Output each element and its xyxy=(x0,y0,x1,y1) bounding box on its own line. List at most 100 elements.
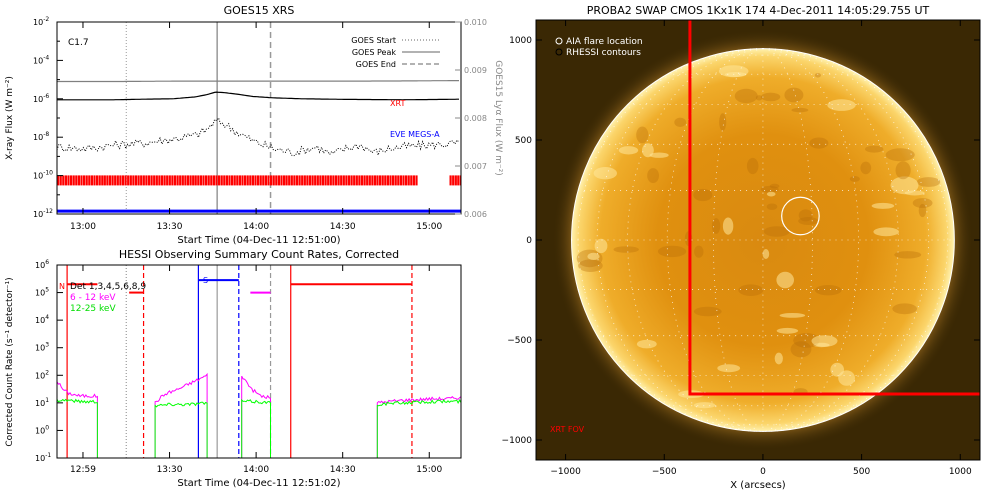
hessi-x-axis-label: Start Time (04-Dec-11 12:51:02) xyxy=(177,478,340,489)
rhessi-legend-label: RHESSI contours xyxy=(566,48,641,58)
xrt-coverage-tick xyxy=(392,175,395,186)
hessi-y-tick-exponent: -1 xyxy=(45,452,51,459)
swap-x-axis-label: X (arcsecs) xyxy=(730,480,786,491)
bright-region xyxy=(776,271,794,289)
dark-region xyxy=(636,126,649,144)
dark-region xyxy=(613,246,639,253)
xrt-coverage-tick xyxy=(251,175,254,186)
xrt-coverage-tick xyxy=(108,175,112,186)
xrt-coverage-tick xyxy=(283,175,286,186)
bright-region xyxy=(774,352,783,365)
xrt-coverage-tick xyxy=(389,175,392,186)
xrt-coverage-tick xyxy=(267,175,270,186)
goes-legend-label: GOES Peak xyxy=(352,48,397,57)
xrt-coverage-tick xyxy=(353,175,356,186)
xrt-coverage-tick xyxy=(306,175,309,186)
goes-x-tick-label: 13:30 xyxy=(157,222,183,232)
xrt-coverage-tick xyxy=(379,175,382,186)
goes-legend-label: GOES Start xyxy=(351,36,396,45)
swap-x-tick-label: −1000 xyxy=(550,467,581,477)
goes-x-tick-label: 13:00 xyxy=(70,222,96,232)
xrt-coverage-tick xyxy=(415,175,418,186)
xrt-coverage-tick xyxy=(210,175,213,186)
hessi-x-tick-label: 12:59 xyxy=(70,465,96,475)
xrt-coverage-tick xyxy=(270,175,273,186)
xrt-coverage-tick xyxy=(452,175,455,186)
longitude-line xyxy=(762,48,930,432)
hessi-series-6-12-kev-2 xyxy=(241,375,271,458)
xrt-coverage-tick xyxy=(228,175,231,186)
heliographic-grid xyxy=(571,48,955,432)
dark-region xyxy=(746,157,759,175)
xrt-coverage-tick xyxy=(72,175,75,186)
swap-y-tick-label: 500 xyxy=(515,136,532,146)
hessi-y-tick-label: 103 xyxy=(35,342,49,353)
xrt-coverage-tick xyxy=(329,175,332,186)
sun-disk xyxy=(571,48,955,432)
dark-region xyxy=(885,148,915,162)
hessi-series-6-12-kev-0 xyxy=(57,380,98,458)
xrt-coverage-tick xyxy=(410,175,413,186)
xrt-coverage-tick xyxy=(355,175,358,186)
xrt-coverage-tick xyxy=(319,175,322,186)
xrt-coverage-tick xyxy=(295,175,299,186)
xrt-coverage-tick xyxy=(64,175,67,186)
xrt-coverage-tick xyxy=(277,175,280,186)
aia-flare-location-circle xyxy=(781,196,820,236)
xrt-coverage-tick xyxy=(264,175,267,186)
xrt-coverage-tick xyxy=(212,175,215,186)
dark-region xyxy=(793,333,820,348)
dark-region xyxy=(809,137,829,149)
xrt-coverage-tick xyxy=(402,175,405,186)
xrt-coverage-tick xyxy=(231,175,234,186)
xrt-coverage-tick xyxy=(186,175,190,186)
hessi-y-tick-label: 10-1 xyxy=(35,452,51,463)
bright-region xyxy=(718,65,749,78)
bright-region xyxy=(636,339,657,349)
xrt-coverage-tick xyxy=(412,175,415,186)
xrt-coverage-tick xyxy=(236,175,239,186)
hessi-series-12-25-kev-2 xyxy=(241,398,271,458)
bright-region xyxy=(762,249,770,259)
xrt-coverage-tick xyxy=(134,175,138,186)
rhessi-legend-symbol xyxy=(555,48,563,56)
dark-region xyxy=(674,117,687,128)
xrt-coverage-tick xyxy=(147,175,151,186)
xrt-coverage-tick xyxy=(85,175,88,186)
bright-region xyxy=(593,167,617,180)
xrt-coverage-tick xyxy=(220,175,223,186)
bright-region xyxy=(594,238,608,254)
xrt-coverage-tick xyxy=(332,175,335,186)
xrt-coverage-tick xyxy=(259,175,262,186)
xrt-coverage-tick xyxy=(397,175,400,186)
solar-limb xyxy=(571,48,955,432)
xrt-coverage-bar-0 xyxy=(57,175,418,186)
swap-y-tick-label: 1000 xyxy=(509,36,532,46)
dark-region xyxy=(791,107,809,113)
xrt-coverage-tick xyxy=(142,175,145,186)
xrt-coverage-tick xyxy=(368,175,371,186)
xrt-coverage-tick xyxy=(238,175,241,186)
hessi-y-tick-exponent: 2 xyxy=(45,369,49,376)
dark-region xyxy=(647,168,659,184)
xrt-coverage-tick xyxy=(145,175,148,186)
xrt-coverage-tick xyxy=(202,175,205,186)
xrt-coverage-tick xyxy=(59,175,62,186)
dark-region xyxy=(790,341,812,358)
bright-region xyxy=(827,99,856,111)
xrt-coverage-tick xyxy=(324,175,327,186)
xrt-coverage-tick xyxy=(347,175,351,186)
xrt-coverage-tick xyxy=(290,175,293,186)
eve-megs-a-annotation: EVE MEGS-A xyxy=(390,130,440,139)
goes-y-axis-label: X-ray Flux (W m⁻²) xyxy=(5,76,15,160)
dark-region xyxy=(814,73,822,78)
xrt-coverage-tick xyxy=(179,175,182,186)
xrt-coverage-tick xyxy=(386,175,389,186)
xrt-coverage-tick xyxy=(459,175,461,186)
goes-series-xrs-short xyxy=(57,116,460,157)
dark-region xyxy=(860,161,872,175)
hessi-y-tick-label: 101 xyxy=(35,397,49,408)
goes-class-label: C1.7 xyxy=(68,38,89,48)
xrt-coverage-tick xyxy=(371,175,374,186)
hessi-y-tick-exponent: 5 xyxy=(45,287,49,294)
